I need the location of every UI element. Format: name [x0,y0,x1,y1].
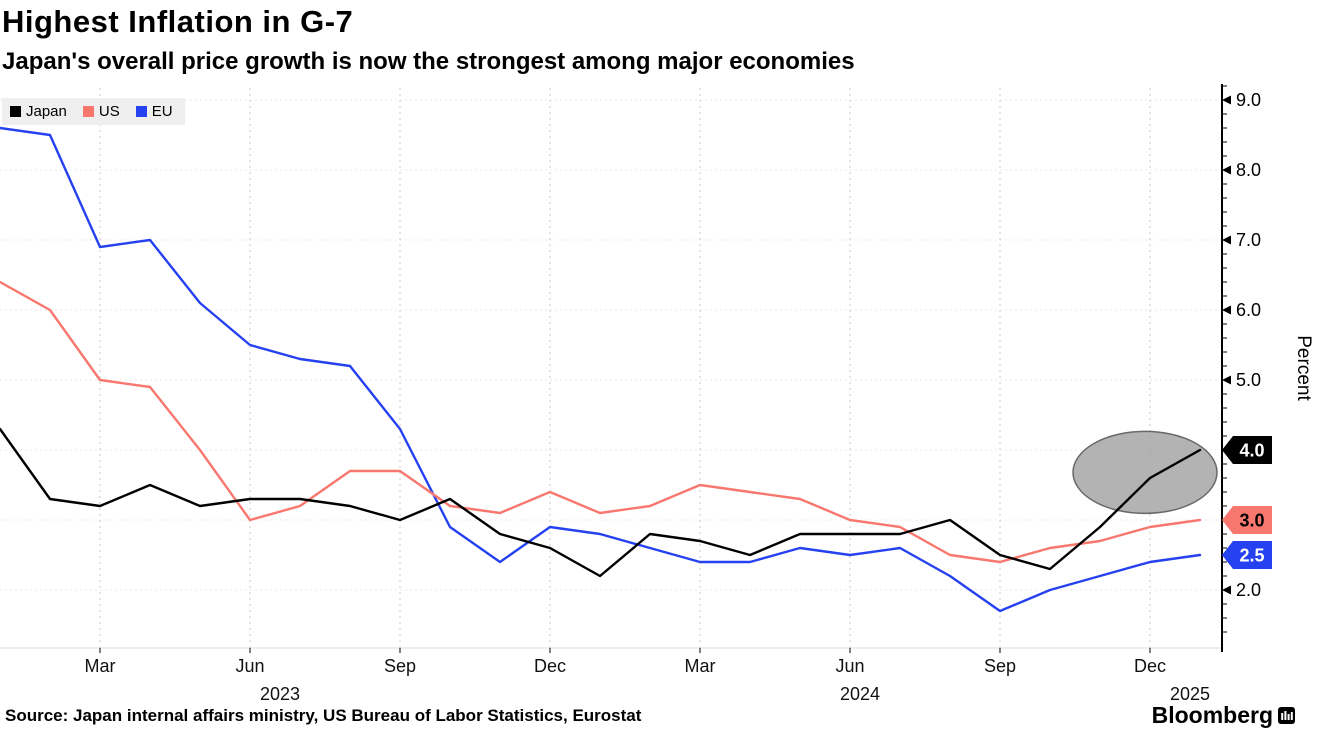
source-note: Source: Japan internal affairs ministry,… [5,706,642,725]
x-tick-label: Sep [384,656,416,676]
bloomberg-wordmark: Bloomberg [1151,702,1273,728]
y-tick-arrow [1222,165,1231,175]
x-tick-label: Dec [534,656,566,676]
legend-item-japan: Japan [10,103,67,120]
end-value-text: 2.5 [1239,546,1264,566]
y-tick-label: 5.0 [1236,370,1261,390]
y-tick-arrow [1222,585,1231,595]
x-tick-label: Dec [1134,656,1166,676]
legend-swatch-us [82,106,94,117]
y-axis-title: Percent [1293,335,1314,401]
legend: Japan US EU [2,98,185,125]
end-value-text: 4.0 [1239,441,1264,461]
legend-label: US [98,103,120,120]
legend-swatch-japan [10,106,21,117]
bloomberg-mark-icon [1278,707,1295,724]
series-line-eu [0,126,1202,613]
end-value-label-2.5 [1222,541,1272,569]
chart-subtitle: Japan's overall price growth is now the … [2,48,855,75]
x-year-label: 2024 [840,684,880,704]
x-year-label: 2025 [1170,684,1210,704]
x-tick-label: Mar [85,656,116,676]
x-year-label: 2023 [260,684,300,704]
y-tick-label: 8.0 [1236,160,1261,180]
series-line-us [0,280,1202,564]
end-value-label-3.0 [1222,506,1272,534]
x-tick-label: Jun [835,656,864,676]
y-tick-arrow [1222,95,1231,105]
y-tick-label: 6.0 [1236,300,1261,320]
chart-title: Highest Inflation in G-7 [2,4,354,39]
y-tick-label: 9.0 [1236,90,1261,110]
y-tick-arrow [1222,235,1231,245]
x-tick-label: Mar [685,656,716,676]
legend-item-us: US [82,103,120,120]
y-tick-label: 7.0 [1236,230,1261,250]
legend-label: EU [151,103,173,120]
x-tick-label: Sep [984,656,1016,676]
end-value-text: 3.0 [1239,511,1264,531]
legend-item-eu: EU [135,103,173,120]
legend-label: Japan [26,103,67,120]
y-tick-arrow [1222,305,1231,315]
highlight-ellipse [1072,430,1218,515]
series-line-japan [0,427,1202,578]
end-value-label-4.0 [1222,436,1272,464]
bloomberg-logo: Bloomberg [1152,702,1295,729]
x-tick-label: Jun [235,656,264,676]
y-tick-label: 2.0 [1236,580,1261,600]
y-tick-arrow [1222,375,1231,385]
legend-swatch-eu [135,106,147,117]
